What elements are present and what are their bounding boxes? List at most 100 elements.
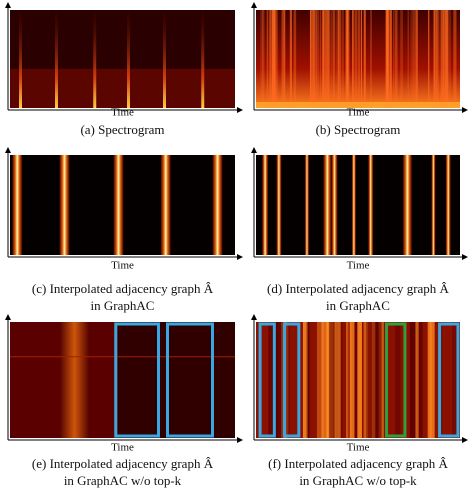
stripe: [442, 10, 445, 108]
stripe: [440, 10, 444, 108]
stripe: [262, 10, 265, 108]
stripe: [435, 10, 438, 108]
stripe: [309, 10, 312, 108]
axis-label: Time: [347, 107, 370, 119]
caption: (c) Interpolated adjacency graph Â: [32, 281, 214, 296]
stripe: [452, 322, 459, 438]
stripe: [363, 322, 369, 438]
x-arrow: [462, 437, 468, 443]
onset: [201, 10, 205, 108]
band: [402, 155, 412, 255]
stripe: [271, 10, 275, 108]
stripe: [345, 10, 349, 108]
stripe: [360, 10, 363, 108]
axis-label: Time: [111, 260, 134, 272]
heatmap-floor: [10, 68, 235, 108]
stripe: [274, 322, 278, 438]
stripe: [331, 10, 334, 108]
stripe: [381, 322, 384, 438]
stripe: [310, 10, 314, 108]
stripe: [345, 10, 348, 108]
stripe: [321, 322, 325, 438]
band: [113, 155, 124, 255]
stripe: [328, 322, 335, 438]
stripe: [329, 10, 332, 108]
highlight: [385, 322, 407, 438]
axis-label: Time: [111, 442, 134, 454]
band: [431, 155, 436, 255]
x-arrow: [462, 254, 468, 260]
stripe: [357, 322, 362, 438]
stripe: [415, 322, 419, 438]
stripe: [445, 10, 449, 108]
caption: (e) Interpolated adjacency graph Â: [32, 456, 214, 471]
stripe: [306, 322, 310, 438]
stripe: [332, 10, 336, 108]
x-arrow: [237, 254, 243, 260]
stripe: [394, 10, 398, 108]
stripe: [266, 10, 269, 108]
stripe: [389, 10, 392, 108]
stripe: [352, 10, 354, 108]
stripe: [447, 10, 452, 108]
band: [276, 155, 282, 255]
band: [351, 155, 356, 255]
stripe: [327, 10, 330, 108]
heatmap-bg: [256, 10, 460, 108]
stripe: [436, 10, 439, 108]
band: [212, 155, 223, 255]
y-arrow: [251, 147, 257, 153]
stripe: [286, 322, 290, 438]
stripe: [390, 10, 392, 108]
stripe: [439, 10, 443, 108]
stripe: [355, 10, 357, 108]
y-arrow: [5, 2, 11, 8]
y-arrow: [5, 314, 11, 320]
stripe: [385, 10, 389, 108]
onset: [55, 10, 58, 108]
stripe: [349, 322, 355, 438]
caption: in GraphAC w/o top-k: [64, 473, 182, 488]
stripe: [271, 10, 275, 108]
stripe: [433, 10, 435, 108]
caption: in GraphAC: [91, 298, 155, 313]
y-arrow: [251, 2, 257, 8]
stripe: [353, 10, 356, 108]
panels: Time (a) Spectrogram Time (b) Spectrogram Ti…: [5, 2, 468, 488]
heatmap-bg: [256, 155, 460, 255]
band: [331, 155, 338, 255]
stripe: [269, 10, 272, 108]
highlight: [166, 322, 214, 438]
y-arrow: [5, 147, 11, 153]
band: [368, 155, 374, 255]
stripe: [341, 10, 344, 108]
onset: [93, 10, 97, 108]
stripe: [333, 322, 341, 438]
stripe: [412, 10, 416, 108]
stripe: [289, 10, 291, 108]
caption: (d) Interpolated adjacency graph Â: [267, 281, 450, 296]
axis-label: Time: [347, 442, 370, 454]
stripe: [322, 10, 324, 108]
stripe: [417, 322, 423, 438]
stripe: [346, 322, 349, 438]
axis-label: Time: [111, 107, 134, 119]
stripe: [363, 10, 366, 108]
x-arrow: [237, 107, 243, 113]
band: [445, 155, 451, 255]
stripe: [283, 10, 286, 108]
stripe: [395, 322, 401, 438]
stripe: [357, 10, 361, 108]
stripe: [316, 322, 324, 438]
stripe: [428, 10, 430, 108]
stripe: [280, 322, 285, 438]
stripe: [320, 10, 322, 108]
x-arrow: [237, 437, 243, 443]
stripe: [415, 10, 418, 108]
caption: (f) Interpolated adjacency graph Â: [268, 456, 448, 471]
stripe: [336, 10, 340, 108]
caption: (a) Spectrogram: [80, 122, 164, 137]
stripe: [393, 10, 395, 108]
stripe: [433, 10, 437, 108]
